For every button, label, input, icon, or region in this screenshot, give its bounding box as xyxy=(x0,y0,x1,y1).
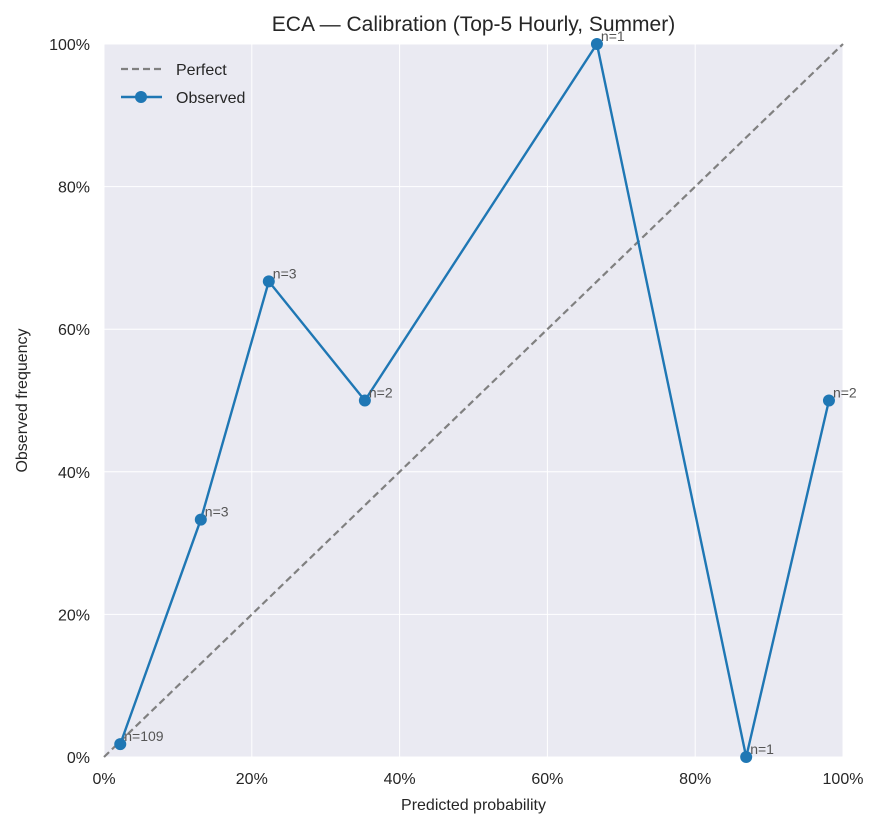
y-tick-label: 20% xyxy=(58,607,90,624)
y-tick-label: 80% xyxy=(58,180,90,197)
sample-count-label: n=109 xyxy=(124,728,164,744)
grid xyxy=(103,43,844,758)
x-axis-label: Predicted probability xyxy=(401,797,546,814)
y-tick-label: 100% xyxy=(49,37,90,54)
legend-label: Perfect xyxy=(176,62,227,79)
data-point xyxy=(358,394,371,407)
y-axis-ticks: 0% 20% 40% 60% 80% 100% xyxy=(49,37,90,767)
legend-label: Observed xyxy=(176,90,245,107)
y-axis-label: Observed frequency xyxy=(14,328,31,472)
x-tick-label: 60% xyxy=(531,771,563,788)
y-tick-label: 0% xyxy=(67,750,90,767)
x-tick-label: 40% xyxy=(384,771,416,788)
sample-count-label: n=3 xyxy=(273,265,297,281)
data-point xyxy=(822,394,835,407)
x-tick-label: 20% xyxy=(236,771,268,788)
x-tick-label: 100% xyxy=(823,771,864,788)
x-axis-ticks: 0% 20% 40% 60% 80% 100% xyxy=(92,771,863,788)
chart-title: ECA — Calibration (Top-5 Hourly, Summer) xyxy=(272,13,675,36)
data-point xyxy=(590,38,603,50)
data-point xyxy=(194,513,207,526)
sample-count-label: n=1 xyxy=(750,741,774,757)
perfect-series-line xyxy=(103,43,844,758)
series-layer: n=109 n=3 n=3 n=2 n=1 n=1 n=2 xyxy=(103,28,857,763)
data-point xyxy=(114,738,127,751)
y-tick-label: 60% xyxy=(58,322,90,339)
legend-marker xyxy=(135,91,147,103)
sample-count-label: n=3 xyxy=(205,504,229,520)
sample-count-label: n=2 xyxy=(369,385,393,401)
x-tick-label: 80% xyxy=(679,771,711,788)
legend: Perfect Observed xyxy=(121,62,245,107)
y-tick-label: 40% xyxy=(58,465,90,482)
sample-count-label: n=2 xyxy=(833,385,857,401)
sample-count-label: n=1 xyxy=(601,28,625,44)
x-tick-label: 0% xyxy=(92,771,115,788)
data-point xyxy=(262,275,275,288)
data-point xyxy=(740,751,753,763)
